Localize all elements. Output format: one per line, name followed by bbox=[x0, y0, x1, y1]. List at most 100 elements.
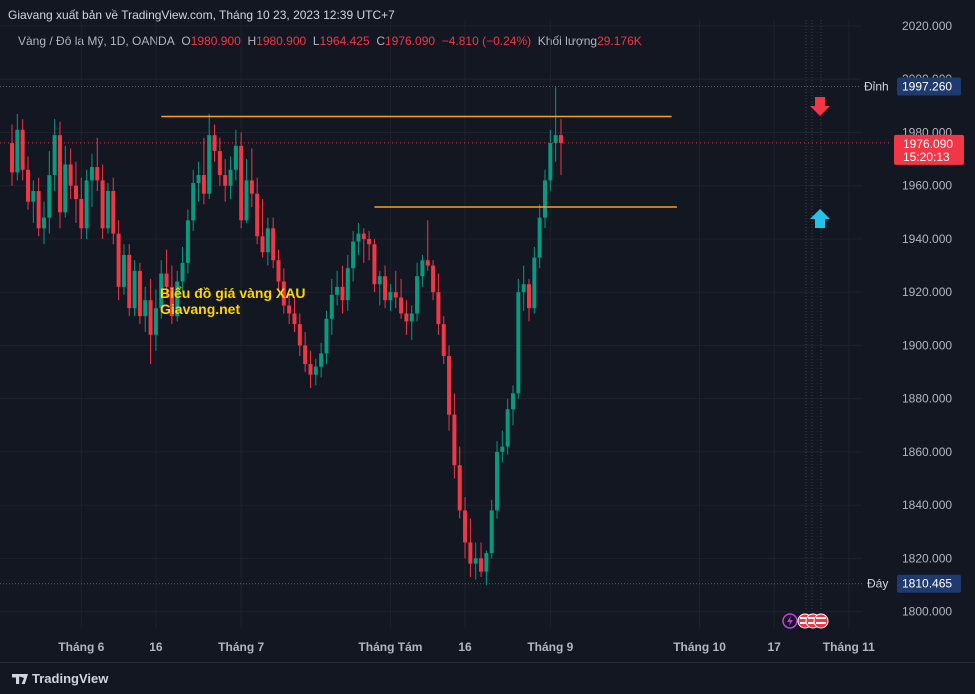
candle-body bbox=[233, 145, 238, 170]
overlay bbox=[0, 20, 890, 629]
candle-body bbox=[351, 241, 356, 269]
high-label: H bbox=[247, 34, 257, 48]
candle-body bbox=[196, 175, 201, 184]
price-tick-label: 1800.000 bbox=[902, 605, 952, 619]
candle-body bbox=[265, 228, 270, 253]
candle-body bbox=[553, 135, 558, 144]
us-flag-stripe bbox=[800, 617, 810, 619]
candle-body bbox=[148, 300, 153, 335]
candle-body bbox=[111, 191, 116, 234]
candle-body bbox=[15, 129, 20, 173]
candle-body bbox=[511, 393, 516, 410]
horizontal-levels[interactable] bbox=[161, 115, 677, 208]
candle-body bbox=[153, 308, 158, 335]
close-label: C bbox=[376, 34, 385, 48]
price-tick-label: 1960.000 bbox=[902, 179, 952, 193]
time-tick-label: Tháng 10 bbox=[673, 640, 726, 654]
candle-body bbox=[356, 233, 361, 242]
candle-body bbox=[41, 217, 46, 229]
candle-body bbox=[207, 135, 212, 194]
time-tick-label: 17 bbox=[768, 640, 782, 654]
candle-body bbox=[180, 262, 185, 282]
publisher-line: Giavang xuất bản về TradingView.com, Thá… bbox=[8, 8, 395, 22]
price-tick-label: 1940.000 bbox=[902, 232, 952, 246]
low-tag-bg bbox=[897, 574, 961, 593]
candle-body bbox=[292, 313, 297, 325]
time-axis[interactable]: Tháng 6 16 Tháng 7 Tháng Tám 16 Tháng 9 Tháng … bbox=[58, 640, 875, 654]
candle-body bbox=[287, 305, 292, 314]
candle-body bbox=[308, 364, 313, 375]
time-tick-label: Tháng 6 bbox=[58, 640, 104, 654]
candle-body bbox=[324, 318, 329, 354]
candle-body bbox=[175, 281, 180, 317]
candle-body bbox=[244, 180, 249, 221]
low-value: 1964.425 bbox=[319, 34, 370, 48]
candle-body bbox=[372, 244, 377, 285]
candle-body bbox=[377, 276, 382, 285]
candles bbox=[10, 87, 563, 585]
candle-body bbox=[436, 292, 441, 325]
price-tick-label: 1900.000 bbox=[902, 338, 952, 352]
price-axis[interactable]: 1800.000 1820.000 1840.000 1860.000 1880.000… bbox=[860, 19, 964, 619]
candle-body bbox=[228, 169, 233, 186]
price-tick-label: 1920.000 bbox=[902, 285, 952, 299]
candle-body bbox=[132, 270, 137, 309]
candle-body bbox=[63, 164, 68, 213]
candle-body bbox=[297, 324, 302, 346]
candle-body bbox=[473, 558, 478, 564]
candle-body bbox=[47, 175, 52, 218]
time-tick-label: 16 bbox=[458, 640, 472, 654]
candle-body bbox=[164, 273, 169, 287]
arrow-up-icon bbox=[810, 209, 830, 228]
candle-body bbox=[271, 228, 276, 261]
volume-label: Khối lượng bbox=[537, 34, 598, 48]
candle-body bbox=[361, 233, 366, 239]
candle-body bbox=[452, 414, 457, 466]
arrow-down-icon bbox=[810, 97, 830, 116]
volume-value: 29.176K bbox=[597, 34, 642, 48]
us-flag-stripe bbox=[808, 617, 818, 619]
candle-body bbox=[201, 175, 206, 194]
candle-body bbox=[383, 276, 388, 301]
candle-body bbox=[313, 366, 318, 375]
candle-body bbox=[345, 268, 350, 301]
candle-body bbox=[260, 236, 265, 253]
tradingview-logo-icon bbox=[12, 674, 28, 684]
candle-body bbox=[217, 151, 222, 176]
candle-body bbox=[73, 185, 78, 200]
time-tick-label: Tháng 9 bbox=[527, 640, 573, 654]
high-tag-value: 1997.260 bbox=[902, 80, 952, 94]
time-tick-label: 16 bbox=[149, 640, 163, 654]
candle-body bbox=[415, 276, 420, 314]
time-tick-label: Tháng 7 bbox=[218, 640, 264, 654]
event-icons[interactable] bbox=[782, 613, 829, 629]
low-label: L bbox=[312, 34, 320, 48]
candle-body bbox=[431, 265, 436, 293]
us-flag-stripe bbox=[816, 622, 826, 624]
candle-body bbox=[159, 273, 164, 309]
grid-lines bbox=[0, 20, 862, 628]
candle-body bbox=[479, 558, 484, 572]
lightning-icon-glyph bbox=[787, 616, 793, 626]
candle-body bbox=[548, 143, 553, 181]
arrow-down-shape bbox=[810, 97, 830, 116]
symbol-legend: Vàng / Đô la Mỹ, 1D, OANDA O1980.900 H19… bbox=[18, 34, 642, 48]
candle-body bbox=[31, 191, 36, 202]
candle-body bbox=[484, 553, 489, 572]
candle-body bbox=[425, 260, 430, 266]
footer-bar: TradingView bbox=[0, 662, 975, 694]
candle-body bbox=[10, 143, 14, 173]
candle-body bbox=[20, 129, 25, 170]
candle-body bbox=[489, 510, 494, 554]
price-chart[interactable]: 1800.000 1820.000 1840.000 1860.000 1880.000… bbox=[0, 0, 975, 662]
us-flag-icon[interactable] bbox=[813, 613, 829, 629]
candle-body bbox=[393, 292, 398, 298]
candle-body bbox=[255, 193, 260, 237]
tradingview-logo[interactable]: TradingView bbox=[12, 671, 108, 686]
candle-body bbox=[185, 220, 190, 263]
candle-body bbox=[463, 510, 468, 543]
countdown-tag-value: 15:20:13 bbox=[903, 150, 950, 164]
low-tag-value: 1810.465 bbox=[902, 577, 952, 591]
candle-body bbox=[127, 254, 132, 309]
